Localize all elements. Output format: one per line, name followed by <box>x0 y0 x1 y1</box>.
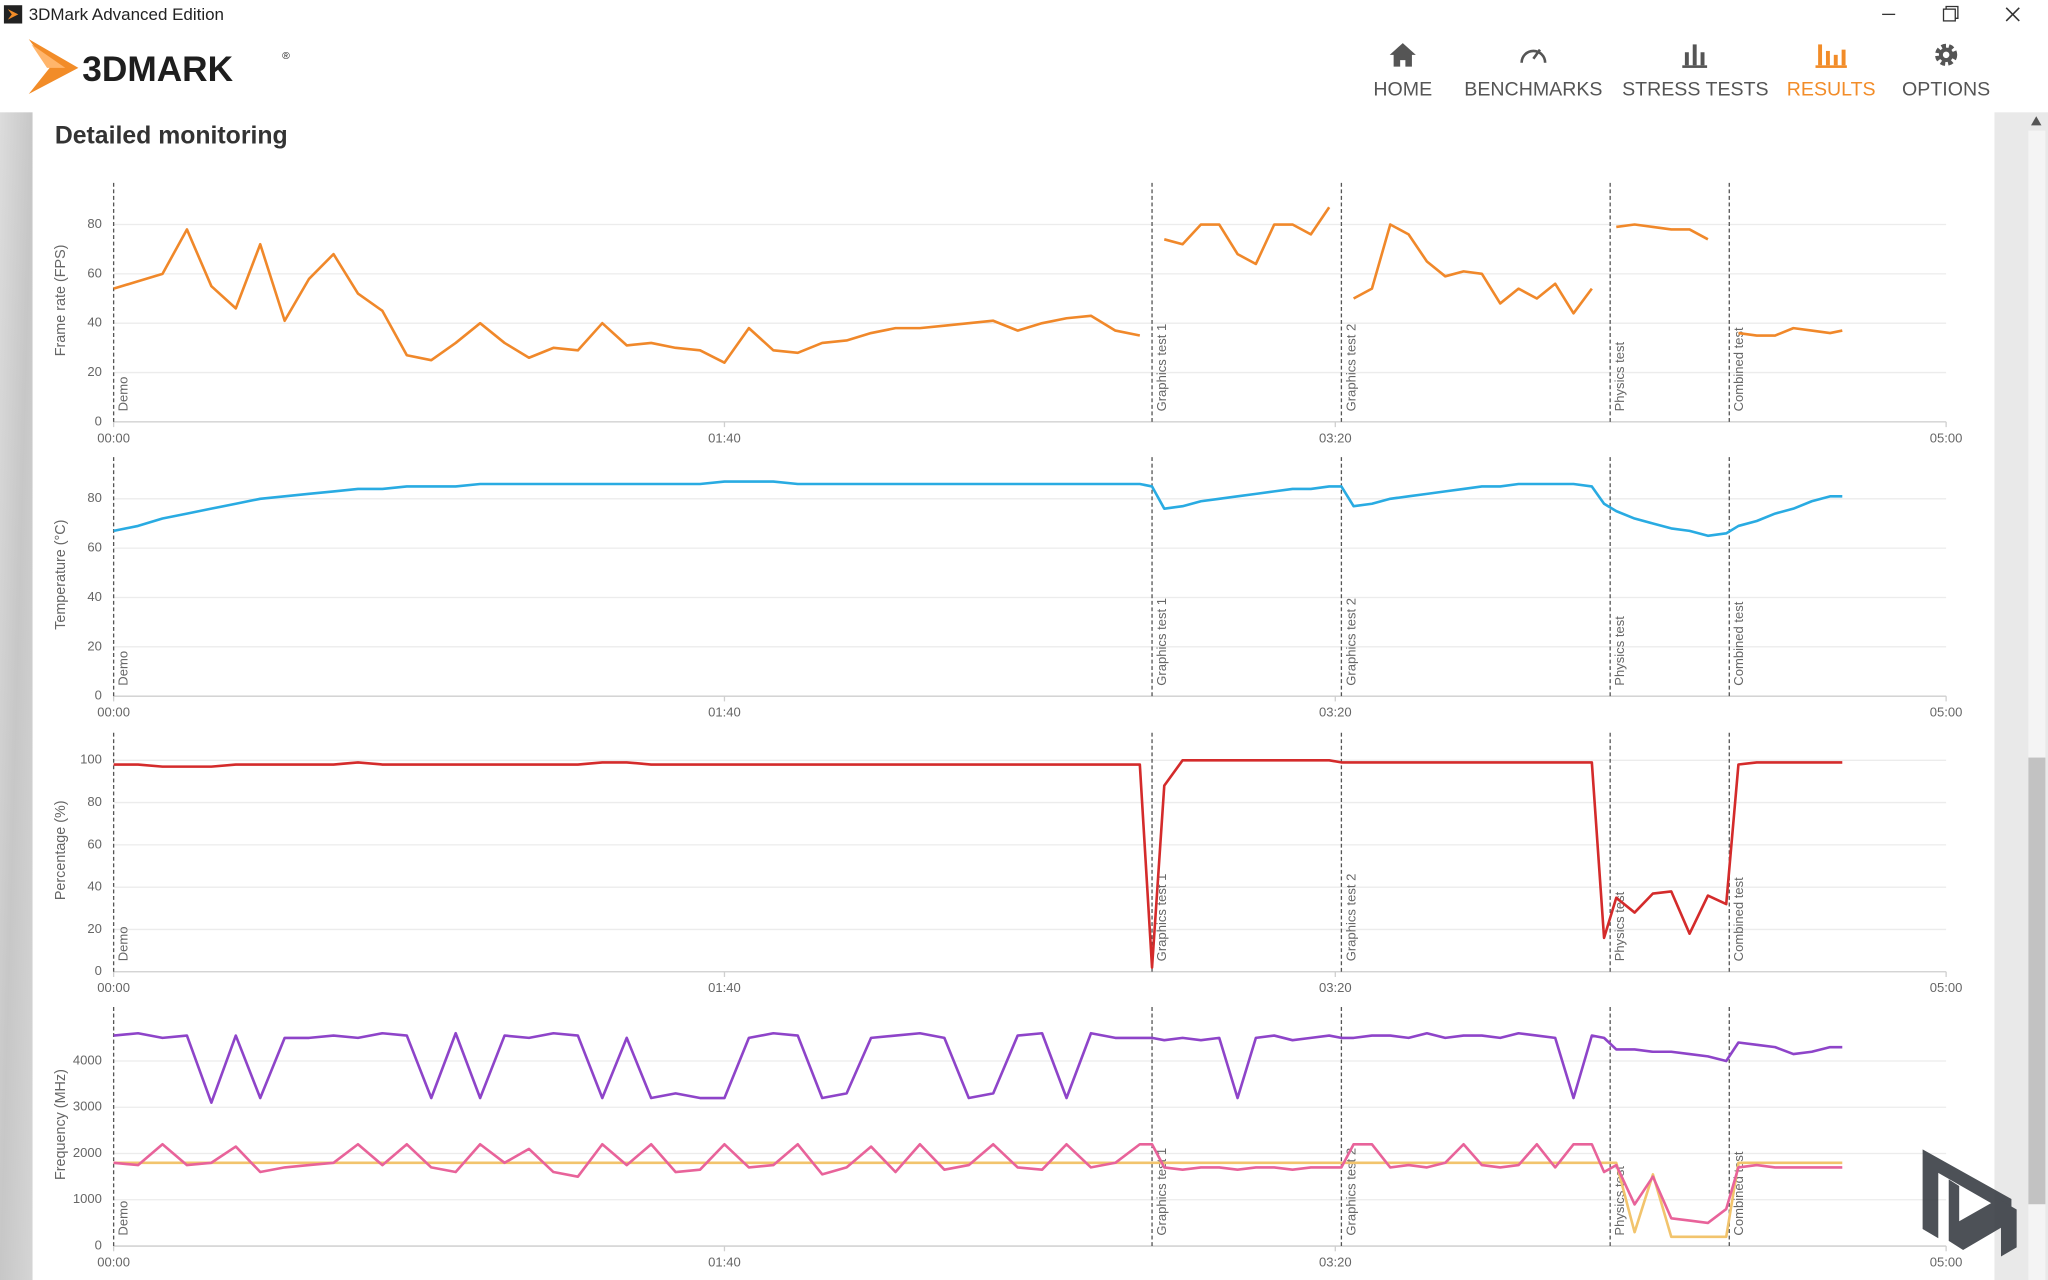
y-tick-label: 40 <box>87 589 102 604</box>
y-tick-label: 3000 <box>73 1099 102 1114</box>
section-label: Graphics test 1 <box>1154 598 1169 686</box>
x-tick-label: 00:00 <box>97 1254 130 1269</box>
y-tick-label: 80 <box>87 216 102 231</box>
x-tick-label: 01:40 <box>708 1254 741 1269</box>
x-tick-label: 05:00 <box>1930 980 1963 995</box>
section-label: Graphics test 1 <box>1154 1148 1169 1236</box>
section-label: Demo <box>116 926 131 961</box>
results-icon[interactable] <box>1815 44 1847 68</box>
nav-benchmarks[interactable]: BENCHMARKS <box>1464 78 1602 100</box>
y-tick-label: 60 <box>87 265 102 280</box>
title-bar <box>0 0 2048 31</box>
y-axis-label: Temperature (°C) <box>53 520 69 630</box>
window-title: 3DMark Advanced Edition <box>29 5 224 24</box>
section-label: Graphics test 2 <box>1343 324 1358 412</box>
scroll-up-arrow[interactable] <box>2031 116 2042 126</box>
section-label: Demo <box>116 651 131 686</box>
y-axis-label: Frequency (MHz) <box>53 1069 69 1180</box>
scrollbar-thumb[interactable] <box>2028 757 2046 1205</box>
section-label: Combined test <box>1731 327 1746 411</box>
y-tick-label: 1000 <box>73 1191 102 1206</box>
x-tick-label: 01:40 <box>708 430 741 445</box>
section-label: Physics test <box>1612 891 1627 961</box>
series-line <box>113 480 1843 538</box>
section-label: Combined test <box>1731 877 1746 961</box>
y-tick-label: 40 <box>87 315 102 330</box>
x-tick-label: 00:00 <box>97 430 130 445</box>
stress-tests-icon[interactable] <box>1682 44 1708 68</box>
close-button[interactable] <box>2005 7 2020 22</box>
logo[interactable]: 3DMARK ® <box>28 39 290 95</box>
section-label: Graphics test 2 <box>1343 874 1358 962</box>
x-tick-label: 05:00 <box>1930 430 1963 445</box>
y-axis-label: Percentage (%) <box>53 800 69 900</box>
logo-text: 3DMARK <box>82 50 233 89</box>
series-line <box>113 206 1843 364</box>
y-tick-label: 20 <box>87 921 102 936</box>
section-label: Combined test <box>1731 1151 1746 1235</box>
home-icon[interactable] <box>1389 43 1416 67</box>
y-tick-label: 0 <box>95 1237 102 1252</box>
chart: 0 20 40 60 80 00:00 01:40 03:20 05:00 Demo Graphic… <box>53 457 1963 720</box>
x-tick-label: 00:00 <box>97 980 130 995</box>
section-label: Combined test <box>1731 601 1746 685</box>
series-line <box>113 1142 1843 1225</box>
series-line <box>113 1031 1843 1104</box>
x-tick-label: 05:00 <box>1930 1254 1963 1269</box>
benchmarks-icon[interactable] <box>1520 48 1547 63</box>
section-label: Physics test <box>1612 341 1627 411</box>
y-tick-label: 60 <box>87 836 102 851</box>
header <box>0 30 2048 113</box>
y-tick-label: 0 <box>95 413 102 428</box>
x-tick-label: 05:00 <box>1930 705 1963 720</box>
chart: 0 20 40 60 80 00:00 01:40 03:20 05:00 Demo Graphic… <box>53 182 1963 445</box>
section-label: Physics test <box>1612 616 1627 686</box>
y-tick-label: 80 <box>87 794 102 809</box>
x-tick-label: 03:20 <box>1319 430 1352 445</box>
section-label: Graphics test 2 <box>1343 1148 1358 1236</box>
y-tick-label: 0 <box>95 688 102 703</box>
y-tick-label: 60 <box>87 540 102 555</box>
section-label: Demo <box>116 377 131 412</box>
x-tick-label: 03:20 <box>1319 980 1352 995</box>
background-strip <box>0 112 33 1280</box>
y-axis-label: Frame rate (FPS) <box>53 245 69 357</box>
series-line <box>113 1161 1843 1239</box>
section-label: Graphics test 1 <box>1154 324 1169 412</box>
y-tick-label: 4000 <box>73 1052 102 1067</box>
x-tick-label: 00:00 <box>97 705 130 720</box>
x-tick-label: 01:40 <box>708 980 741 995</box>
section-title: Detailed monitoring <box>55 123 288 150</box>
nav-stress-tests[interactable]: STRESS TESTS <box>1622 78 1769 100</box>
restore-button[interactable] <box>1942 5 1959 22</box>
logo-registered: ® <box>282 51 290 62</box>
x-tick-label: 03:20 <box>1319 705 1352 720</box>
nav-options[interactable]: OPTIONS <box>1902 78 1990 100</box>
y-tick-label: 100 <box>80 752 102 767</box>
y-tick-label: 0 <box>95 963 102 978</box>
options-icon[interactable] <box>1935 43 1958 66</box>
y-tick-label: 80 <box>87 490 102 505</box>
section-label: Graphics test 2 <box>1343 598 1358 686</box>
section-label: Demo <box>116 1201 131 1236</box>
x-tick-label: 03:20 <box>1319 1254 1352 1269</box>
chart: 0 20 40 60 80 100 00:00 01:40 03:20 05:00 Demo Grap… <box>53 732 1963 995</box>
y-tick-label: 20 <box>87 638 102 653</box>
logo-chevron-light <box>31 44 66 68</box>
series-line <box>113 758 1843 969</box>
y-tick-label: 40 <box>87 879 102 894</box>
chart: 0 1000 2000 3000 4000 00:00 01:40 03:20 05:00 Dem… <box>53 1007 1962 1269</box>
y-tick-label: 20 <box>87 364 102 379</box>
charts: 0 20 40 60 80 00:00 01:40 03:20 05:00 Demo Graphic… <box>53 182 1963 1269</box>
y-tick-label: 2000 <box>73 1145 102 1160</box>
app-icon-mark <box>7 9 19 20</box>
x-tick-label: 01:40 <box>708 705 741 720</box>
nav-results[interactable]: RESULTS <box>1787 78 1876 100</box>
nav-home[interactable]: HOME <box>1373 78 1432 100</box>
watermark-logo <box>1922 1149 2017 1257</box>
